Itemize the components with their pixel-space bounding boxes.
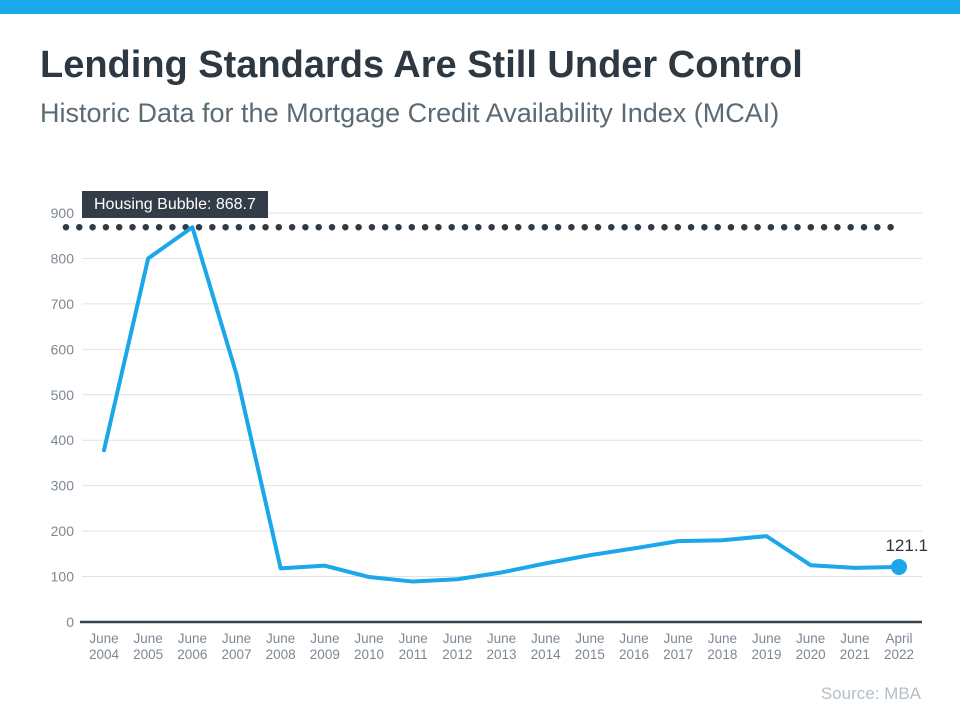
y-tick-label: 800 [51, 250, 75, 266]
x-tick-label: June 2004 [89, 631, 120, 662]
x-tick-label: June 2007 [221, 631, 251, 662]
x-tick-label: June 2015 [575, 631, 605, 662]
source-note: Source: MBA [820, 684, 921, 703]
x-tick-label: June 2005 [133, 631, 163, 662]
x-tick-label: June 2011 [399, 631, 428, 662]
y-tick-label: 500 [51, 387, 75, 403]
x-tick-label: June 2010 [354, 631, 384, 662]
x-tick-label: June 2020 [796, 631, 826, 662]
x-tick-label: June 2017 [663, 631, 693, 662]
end-point-marker [891, 558, 907, 575]
y-axis-labels: 0 100 200 300 400 500 600 700 800 900 [51, 205, 75, 630]
x-tick-label: June 2006 [177, 631, 207, 662]
endpoint-value-label: 121.1 [885, 536, 928, 555]
x-tick-label: June 2012 [442, 631, 472, 662]
y-gridlines [80, 212, 922, 624]
x-tick-label: June 2009 [310, 631, 340, 662]
top-accent-bar [0, 0, 960, 14]
page-subtitle: Historic Data for the Mortgage Credit Av… [40, 98, 780, 128]
y-tick-label: 100 [51, 569, 75, 585]
y-tick-label: 0 [66, 614, 74, 630]
y-tick-label: 300 [51, 478, 75, 494]
x-axis-labels: June 2004 June 2005 June 2006 June 2007 June 2008… [89, 631, 914, 662]
y-tick-label: 200 [51, 523, 75, 539]
y-tick-label: 400 [51, 432, 75, 448]
y-tick-label: 700 [51, 296, 75, 312]
y-tick-label: 900 [51, 205, 75, 221]
x-tick-label: June 2019 [751, 631, 781, 662]
x-tick-label: April 2022 [884, 631, 914, 662]
x-tick-label: June 2018 [707, 631, 737, 662]
page-title: Lending Standards Are Still Under Contro… [40, 44, 803, 86]
mcai-series-line [102, 225, 901, 584]
x-tick-label: June 2008 [266, 631, 296, 662]
x-tick-label: June 2013 [486, 631, 516, 662]
x-tick-label: June 2014 [531, 631, 562, 662]
x-tick-label: June 2016 [619, 631, 649, 662]
y-tick-label: 600 [51, 341, 75, 357]
x-tick-label: June 2021 [840, 631, 870, 662]
housing-bubble-annotation: Housing Bubble: 868.7 [82, 191, 268, 218]
